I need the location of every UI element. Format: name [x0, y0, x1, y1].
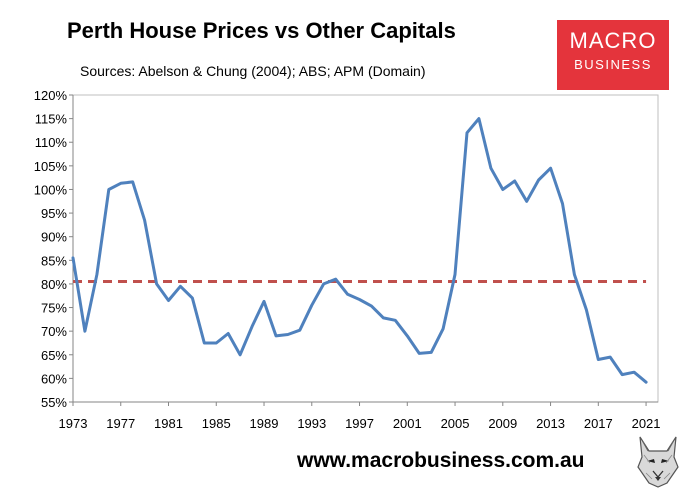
y-tick-label: 105% [34, 159, 68, 174]
y-tick-label: 110% [35, 135, 68, 150]
y-tick-label: 65% [41, 348, 67, 363]
y-tick-label: 90% [41, 230, 67, 245]
chart-subtitle: Sources: Abelson & Chung (2004); ABS; AP… [80, 63, 426, 79]
y-tick-label: 75% [41, 301, 67, 316]
logo-line-macro: MACRO [569, 28, 657, 53]
x-tick-label: 2005 [441, 416, 470, 431]
y-tick-label: 80% [41, 277, 67, 292]
x-axis-ticks: 1973 1977 1981 1985 1989 1993 1997 2001 2005 2009… [59, 402, 661, 431]
x-tick-label: 1981 [154, 416, 183, 431]
y-tick-label: 70% [41, 324, 67, 339]
y-tick-label: 55% [41, 395, 67, 410]
macrobusiness-logo: MACRO BUSINESS [557, 20, 669, 90]
footer-url: www.macrobusiness.com.au [297, 449, 585, 472]
y-tick-label: 115% [35, 112, 68, 127]
x-tick-label: 2001 [393, 416, 422, 431]
x-tick-label: 2009 [488, 416, 517, 431]
x-tick-label: 1997 [345, 416, 374, 431]
chart-title: Perth House Prices vs Other Capitals [67, 18, 456, 43]
logo-line-business: BUSINESS [574, 57, 652, 72]
x-tick-label: 2021 [632, 416, 661, 431]
y-tick-label: 95% [41, 206, 67, 221]
y-tick-label: 60% [41, 371, 67, 386]
x-tick-label: 1989 [250, 416, 279, 431]
plot-area [72, 94, 659, 403]
y-tick-label: 85% [41, 253, 67, 268]
wolf-icon [634, 433, 682, 489]
y-axis-ticks: 55% 60% 65% 70% 75% 80% 85% 90% 95% 100% 105% 110% 1… [34, 88, 73, 410]
x-tick-label: 1993 [297, 416, 326, 431]
y-tick-label: 120% [34, 88, 68, 103]
x-tick-label: 2013 [536, 416, 565, 431]
series-line [71, 117, 648, 384]
x-tick-label: 2017 [584, 416, 613, 431]
x-tick-label: 1973 [59, 416, 88, 431]
x-tick-label: 1977 [106, 416, 135, 431]
x-tick-label: 1985 [202, 416, 231, 431]
y-tick-label: 100% [34, 182, 68, 197]
